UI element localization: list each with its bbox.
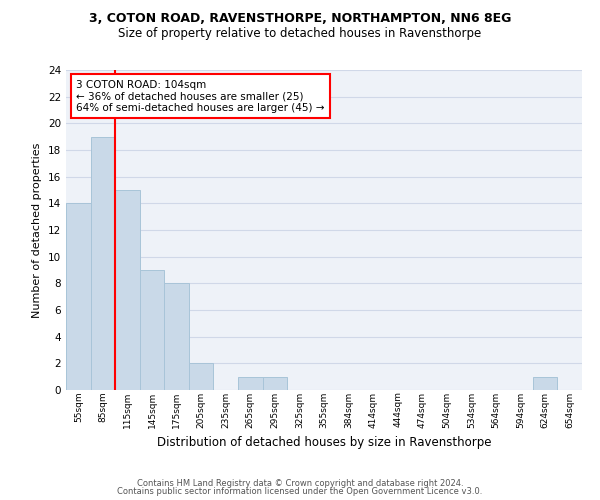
Y-axis label: Number of detached properties: Number of detached properties — [32, 142, 43, 318]
Bar — [263, 376, 287, 390]
Text: Size of property relative to detached houses in Ravensthorpe: Size of property relative to detached ho… — [118, 28, 482, 40]
Text: Contains HM Land Registry data © Crown copyright and database right 2024.: Contains HM Land Registry data © Crown c… — [137, 478, 463, 488]
Bar — [533, 376, 557, 390]
Bar — [164, 284, 189, 390]
Bar — [66, 204, 91, 390]
Bar — [140, 270, 164, 390]
Text: Contains public sector information licensed under the Open Government Licence v3: Contains public sector information licen… — [118, 487, 482, 496]
Bar — [91, 136, 115, 390]
X-axis label: Distribution of detached houses by size in Ravensthorpe: Distribution of detached houses by size … — [157, 436, 491, 449]
Bar — [238, 376, 263, 390]
Text: 3 COTON ROAD: 104sqm
← 36% of detached houses are smaller (25)
64% of semi-detac: 3 COTON ROAD: 104sqm ← 36% of detached h… — [76, 80, 325, 113]
Bar — [115, 190, 140, 390]
Bar — [189, 364, 214, 390]
Text: 3, COTON ROAD, RAVENSTHORPE, NORTHAMPTON, NN6 8EG: 3, COTON ROAD, RAVENSTHORPE, NORTHAMPTON… — [89, 12, 511, 26]
